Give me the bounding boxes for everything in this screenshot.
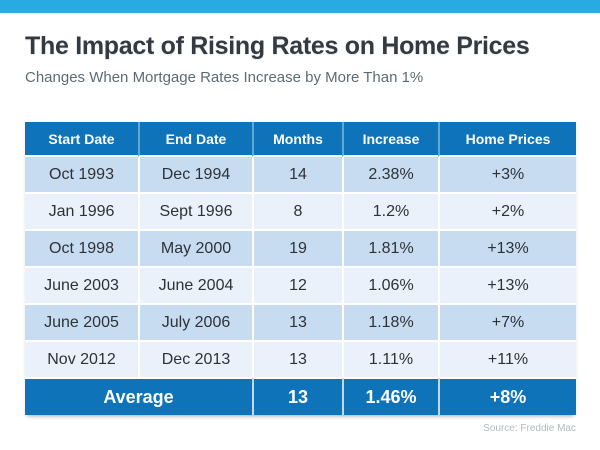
table-cell: May 2000	[138, 229, 252, 266]
table-row: Oct 1993 Dec 1994 14 2.38% +3%	[25, 157, 576, 192]
source-credit: Source: Freddie Mac	[483, 423, 576, 434]
table-cell: 8	[252, 192, 342, 229]
column-header-home-prices: Home Prices	[438, 122, 576, 157]
average-label: Average	[25, 377, 252, 415]
column-header-start-date: Start Date	[25, 122, 138, 157]
table-cell: June 2003	[25, 266, 138, 303]
table-cell: 2.38%	[342, 157, 438, 192]
table-cell: +13%	[438, 266, 576, 303]
table-cell: July 2006	[138, 303, 252, 340]
top-accent-bar	[0, 0, 600, 13]
table-cell: 1.11%	[342, 340, 438, 377]
table-row: Jan 1996 Sept 1996 8 1.2% +2%	[25, 192, 576, 229]
page-title: The Impact of Rising Rates on Home Price…	[25, 32, 530, 60]
table-cell: 12	[252, 266, 342, 303]
table-cell: +3%	[438, 157, 576, 192]
table-cell: 1.18%	[342, 303, 438, 340]
table-header-row: Start Date End Date Months Increase Home…	[25, 122, 576, 157]
table-cell: 14	[252, 157, 342, 192]
table-cell: Nov 2012	[25, 340, 138, 377]
table-cell: 1.81%	[342, 229, 438, 266]
table-cell: +2%	[438, 192, 576, 229]
table-row: Nov 2012 Dec 2013 13 1.11% +11%	[25, 340, 576, 377]
column-header-end-date: End Date	[138, 122, 252, 157]
table-body: Oct 1993 Dec 1994 14 2.38% +3% Jan 1996 Sept 1…	[25, 157, 576, 377]
table-cell: 19	[252, 229, 342, 266]
column-header-increase: Increase	[342, 122, 438, 157]
table-cell: June 2005	[25, 303, 138, 340]
table-cell: 1.2%	[342, 192, 438, 229]
table-cell: Jan 1996	[25, 192, 138, 229]
table-cell: June 2004	[138, 266, 252, 303]
table-cell: Dec 1994	[138, 157, 252, 192]
average-home-prices: +8%	[438, 377, 576, 415]
table-cell: 1.06%	[342, 266, 438, 303]
average-increase: 1.46%	[342, 377, 438, 415]
average-row: Average 13 1.46% +8%	[25, 377, 576, 415]
page-subtitle: Changes When Mortgage Rates Increase by …	[25, 69, 424, 86]
table-cell: Sept 1996	[138, 192, 252, 229]
table-cell: +13%	[438, 229, 576, 266]
table-cell: +7%	[438, 303, 576, 340]
table-cell: 13	[252, 340, 342, 377]
table-cell: +11%	[438, 340, 576, 377]
table-cell: Dec 2013	[138, 340, 252, 377]
rates-impact-table: Start Date End Date Months Increase Home…	[25, 122, 576, 415]
average-months: 13	[252, 377, 342, 415]
table-row: June 2003 June 2004 12 1.06% +13%	[25, 266, 576, 303]
table-cell: 13	[252, 303, 342, 340]
table-row: June 2005 July 2006 13 1.18% +7%	[25, 303, 576, 340]
column-header-months: Months	[252, 122, 342, 157]
table-row: Oct 1998 May 2000 19 1.81% +13%	[25, 229, 576, 266]
table-cell: Oct 1998	[25, 229, 138, 266]
table-cell: Oct 1993	[49, 165, 114, 183]
